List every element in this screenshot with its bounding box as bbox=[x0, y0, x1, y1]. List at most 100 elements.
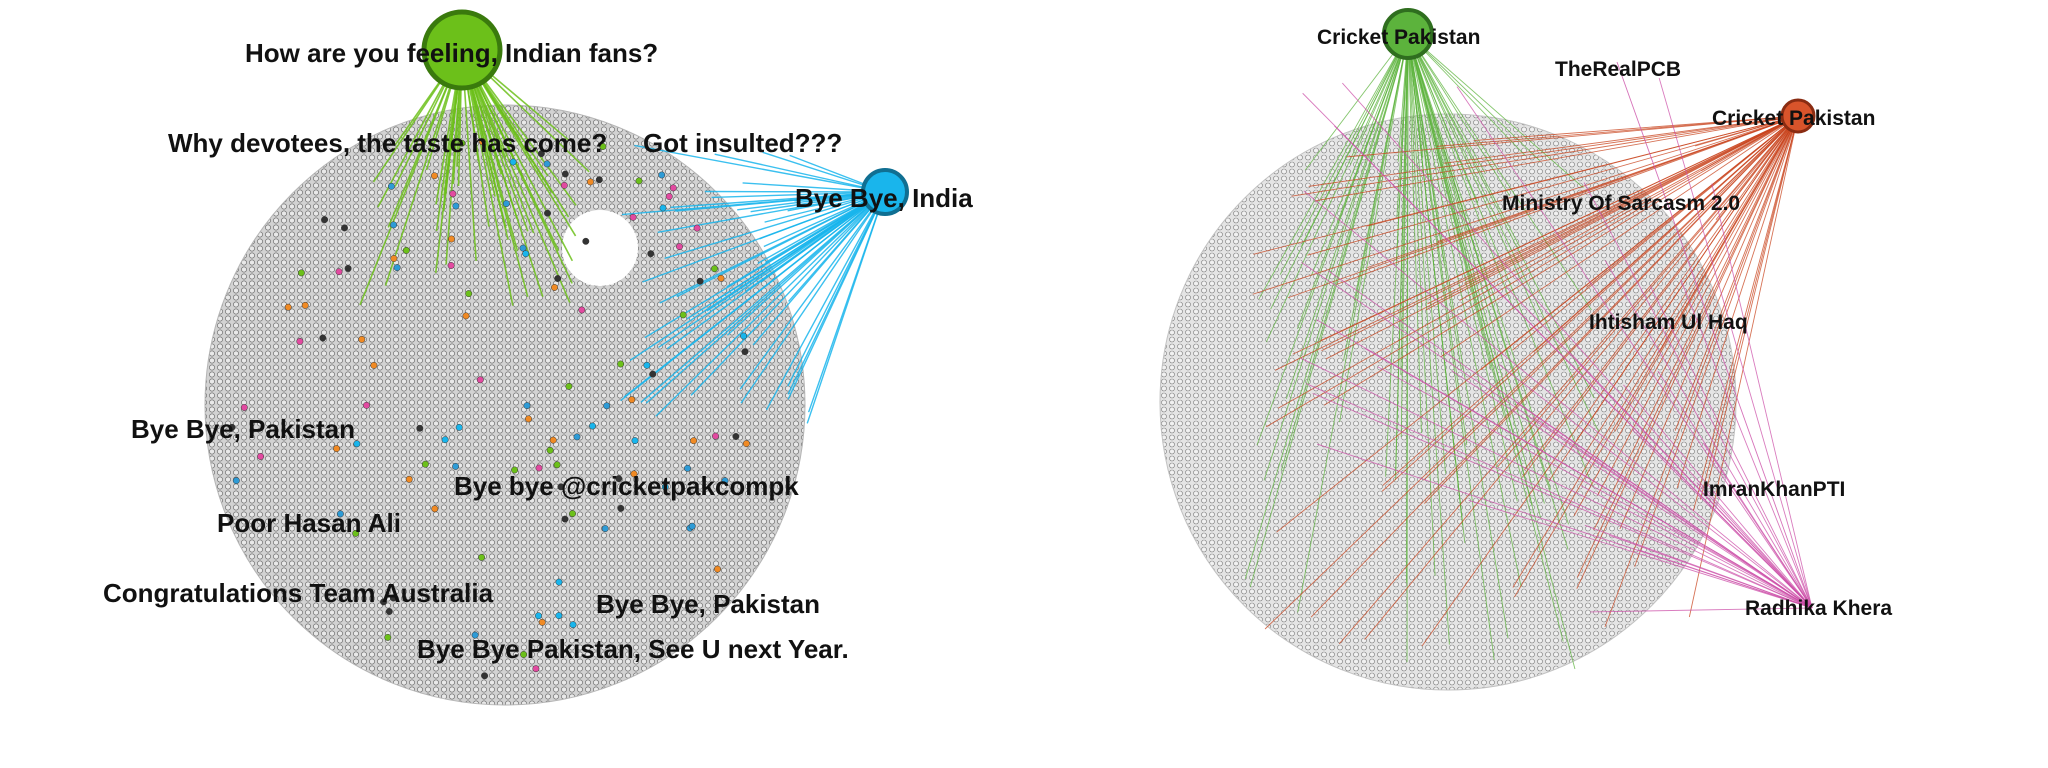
colored-node bbox=[557, 483, 565, 491]
left-blue-hub[interactable] bbox=[861, 168, 909, 216]
colored-node bbox=[448, 235, 455, 243]
red-edge bbox=[1575, 115, 1799, 442]
colored-node bbox=[319, 334, 327, 342]
right-label-imrankhanpti: ImranKhanPTI bbox=[1703, 478, 1845, 501]
colored-node bbox=[257, 453, 265, 460]
pink-edge bbox=[1616, 61, 1813, 609]
colored-node bbox=[643, 361, 651, 369]
red-edge bbox=[1593, 115, 1799, 531]
colored-node bbox=[578, 306, 586, 314]
pink-edge bbox=[1702, 442, 1813, 609]
colored-node bbox=[458, 139, 466, 147]
red-edge bbox=[1576, 115, 1799, 589]
red-edge bbox=[1323, 115, 1799, 406]
colored-node bbox=[284, 303, 292, 311]
red-edge bbox=[1597, 115, 1799, 496]
red-edge bbox=[1586, 115, 1799, 288]
red-edge bbox=[1364, 115, 1799, 640]
red-edge bbox=[1695, 115, 1799, 147]
red-edge bbox=[1264, 115, 1799, 630]
colored-node bbox=[565, 382, 573, 390]
left-label-team-australia: Congratulations Team Australia bbox=[103, 578, 494, 608]
pink-edge bbox=[1711, 183, 1813, 609]
red-edge bbox=[1265, 115, 1799, 428]
colored-node bbox=[389, 594, 397, 602]
colored-node bbox=[595, 176, 603, 184]
colored-node bbox=[661, 483, 669, 491]
colored-node bbox=[476, 376, 484, 384]
blue-edge bbox=[726, 191, 886, 288]
right-red-hub[interactable] bbox=[1780, 98, 1816, 134]
blue-edge bbox=[806, 191, 886, 424]
colored-node bbox=[569, 510, 576, 518]
green-edge bbox=[1301, 33, 1409, 247]
right-label-radhika-khera: Radhika Khera bbox=[1745, 597, 1892, 620]
green-edge bbox=[1297, 33, 1409, 329]
red-edge bbox=[1701, 115, 1799, 172]
colored-node bbox=[455, 423, 463, 431]
colored-node bbox=[569, 621, 577, 629]
blue-edge bbox=[740, 191, 886, 404]
green-edge bbox=[1407, 33, 1468, 446]
red-edge bbox=[1425, 115, 1799, 311]
red-edge bbox=[1382, 115, 1799, 486]
colored-node bbox=[742, 440, 750, 448]
blue-edge bbox=[634, 144, 886, 193]
left-green-hub[interactable] bbox=[421, 9, 503, 91]
colored-node bbox=[384, 633, 392, 641]
colored-node bbox=[452, 462, 460, 470]
green-edge bbox=[1407, 33, 1492, 370]
colored-node bbox=[353, 440, 361, 448]
red-edge bbox=[1522, 115, 1799, 478]
blue-edge bbox=[787, 191, 886, 387]
pink-edge bbox=[1342, 82, 1813, 609]
blue-edge bbox=[658, 191, 886, 348]
left-node-cloud bbox=[204, 104, 806, 706]
red-edge bbox=[1699, 115, 1799, 500]
colored-node bbox=[589, 422, 596, 430]
colored-node bbox=[543, 160, 551, 168]
colored-node bbox=[462, 312, 470, 320]
colored-node bbox=[732, 433, 740, 440]
colored-node bbox=[405, 475, 413, 483]
green-edge bbox=[1407, 33, 1464, 526]
pink-edge bbox=[1580, 485, 1813, 609]
colored-node bbox=[296, 337, 304, 345]
colored-node bbox=[690, 437, 698, 445]
green-edge bbox=[1407, 33, 1543, 326]
pink-edge bbox=[1456, 86, 1813, 609]
pink-edge bbox=[1623, 384, 1813, 609]
colored-node bbox=[658, 171, 666, 179]
green-edge bbox=[1407, 33, 1447, 474]
colored-node bbox=[532, 665, 540, 673]
right-network: Cricket Pakistan TheRealPCB Cricket Paki… bbox=[1159, 8, 1892, 691]
red-edge bbox=[1604, 115, 1799, 628]
right-label-cricket-pakistan-1: Cricket Pakistan bbox=[1317, 26, 1480, 49]
colored-node bbox=[538, 618, 546, 626]
red-edge bbox=[1443, 115, 1799, 164]
green-edge bbox=[461, 49, 571, 303]
green-edge bbox=[1407, 33, 1450, 645]
colored-node bbox=[228, 423, 236, 431]
colored-node bbox=[628, 396, 636, 404]
colored-node bbox=[555, 578, 563, 586]
colored-node bbox=[321, 216, 329, 224]
colored-node bbox=[520, 651, 528, 658]
red-edge bbox=[1291, 115, 1799, 197]
red-edge bbox=[1437, 115, 1799, 243]
colored-node bbox=[647, 250, 655, 258]
red-edge bbox=[1325, 115, 1799, 360]
red-edge bbox=[1252, 115, 1799, 295]
pink-edge bbox=[1302, 92, 1813, 609]
colored-node bbox=[544, 209, 551, 217]
colored-node bbox=[385, 608, 393, 615]
colored-node bbox=[688, 522, 696, 530]
colored-node bbox=[721, 477, 729, 485]
pink-edge bbox=[1305, 383, 1813, 609]
right-green-hub[interactable] bbox=[1382, 8, 1434, 60]
colored-node bbox=[452, 202, 460, 210]
colored-node bbox=[615, 475, 623, 483]
red-edge bbox=[1473, 115, 1799, 142]
pink-edge bbox=[1312, 392, 1813, 609]
colored-node bbox=[712, 432, 719, 440]
